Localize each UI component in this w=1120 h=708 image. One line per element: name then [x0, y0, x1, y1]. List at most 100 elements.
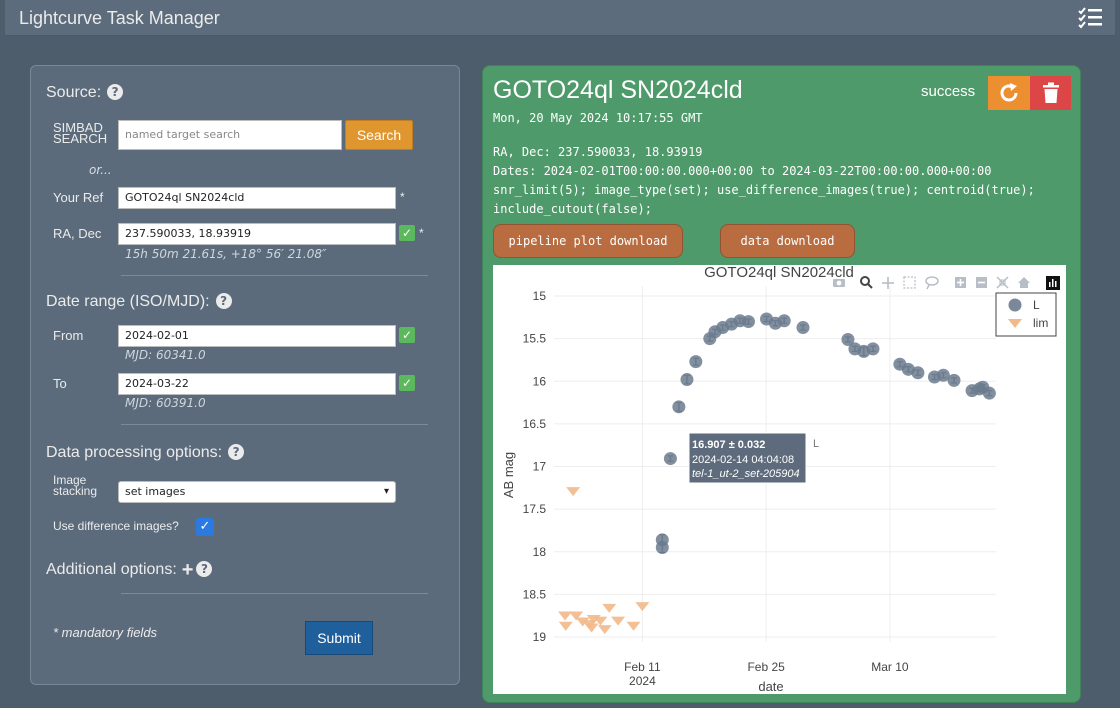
home-icon[interactable] — [1018, 277, 1030, 288]
l-point[interactable] — [911, 366, 925, 380]
valid-check-icon: ✓ — [399, 225, 415, 241]
source-title-text: Source: — [46, 84, 102, 101]
tooltip-date: 2024-02-14 04:04:08 — [692, 454, 794, 466]
plus-icon[interactable]: + — [181, 559, 194, 581]
your-ref-input[interactable]: GOTO24ql SN2024cld — [118, 187, 396, 209]
l-series — [655, 312, 996, 554]
box-select-icon[interactable] — [903, 276, 916, 289]
pan-icon[interactable] — [882, 277, 894, 289]
divider — [121, 424, 428, 425]
legend-marker-lim — [1008, 319, 1022, 328]
legend-item-l[interactable]: L — [1033, 298, 1040, 312]
image-stacking-value: set images — [125, 485, 186, 498]
task-date: Mon, 20 May 2024 10:17:55 GMT — [493, 111, 703, 125]
radec-input[interactable]: 237.590033, 18.93919 — [118, 223, 396, 245]
y-tick-label: 15 — [533, 289, 547, 303]
divider — [121, 275, 428, 276]
zoom-in-icon[interactable] — [955, 277, 966, 288]
additional-title-text: Additional options: — [46, 561, 177, 578]
date-range-title-text: Date range (ISO/MJD): — [46, 293, 210, 310]
source-section-title: Source:? — [46, 84, 124, 102]
x-axis-label: date — [758, 679, 783, 694]
help-icon[interactable]: ? — [196, 561, 213, 577]
delete-button[interactable] — [1030, 76, 1071, 110]
params-line: snr_limit(5); image_type(set); use_diffe… — [493, 183, 1035, 197]
lim-point[interactable] — [602, 603, 617, 613]
task-title: GOTO24ql SN2024cld — [493, 76, 743, 104]
lightcurve-plot[interactable]: 15 15.5 16 16.5 17 17.5 18 18.5 19 Feb 11 2024 Feb… — [493, 264, 1066, 694]
use-diff-label: Use difference images? — [53, 519, 179, 533]
image-stacking-select[interactable]: set images ▾ — [118, 481, 396, 503]
chevron-down-icon: ▾ — [383, 486, 389, 497]
lim-point[interactable] — [611, 616, 626, 626]
l-point[interactable] — [689, 355, 703, 369]
lim-point[interactable] — [569, 611, 584, 621]
or-text: or... — [89, 163, 112, 177]
help-icon[interactable]: ? — [215, 293, 232, 309]
from-date-input[interactable]: 2024-02-01 — [118, 325, 396, 347]
lasso-icon[interactable] — [925, 276, 939, 290]
lim-point[interactable] — [558, 611, 573, 621]
help-icon[interactable]: ? — [107, 84, 124, 100]
l-point[interactable] — [866, 342, 880, 356]
zoom-out-icon[interactable] — [976, 277, 987, 288]
mandatory-note: * mandatory fields — [53, 625, 158, 640]
l-point[interactable] — [655, 540, 669, 554]
l-point[interactable] — [982, 386, 996, 400]
y-tick-label: 18 — [533, 545, 547, 559]
additional-options-title: Additional options: +? — [46, 559, 213, 582]
y-tick-label: 17 — [533, 460, 547, 474]
lim-point[interactable] — [566, 487, 581, 497]
l-point[interactable] — [663, 452, 677, 466]
task-list-menu-icon[interactable] — [1077, 6, 1105, 30]
radec-label: RA, Dec — [53, 226, 102, 241]
lim-point[interactable] — [597, 625, 612, 635]
y-tick-label: 17.5 — [523, 502, 547, 516]
l-point[interactable] — [841, 332, 855, 346]
l-point[interactable] — [672, 400, 686, 414]
use-diff-checkbox[interactable]: ✓ — [196, 518, 214, 536]
pipeline-plot-download-button[interactable]: pipeline plot download — [493, 224, 683, 258]
to-date-input[interactable]: 2024-03-22 — [118, 373, 396, 395]
lim-point[interactable] — [626, 621, 641, 631]
required-mark: * — [419, 226, 424, 240]
l-point[interactable] — [936, 368, 950, 382]
lim-point[interactable] — [635, 602, 650, 612]
x-tick-label: 2024 — [629, 674, 656, 688]
y-tick-label: 19 — [533, 630, 547, 644]
navbar: Lightcurve Task Manager — [5, 0, 1115, 36]
legend-marker-l — [1008, 298, 1022, 312]
data-download-button[interactable]: data download — [720, 224, 855, 258]
lim-point[interactable] — [575, 617, 590, 627]
tooltip-series: L — [813, 438, 819, 450]
camera-icon[interactable] — [833, 279, 845, 287]
lim-point[interactable] — [558, 621, 573, 631]
hover-tooltip: 16.907 ± 0.032 2024-02-14 04:04:08 tel-1… — [688, 432, 819, 484]
autoscale-icon[interactable] — [996, 276, 1009, 289]
tooltip-image: tel-1_ut-2_set-205904 — [692, 468, 800, 480]
lim-point[interactable] — [593, 616, 608, 626]
legend-item-lim[interactable]: lim — [1033, 316, 1048, 330]
help-icon[interactable]: ? — [228, 444, 245, 460]
dates-line: Dates: 2024-02-01T00:00:00.000+00:00 to … — [493, 164, 992, 178]
plot-modebar — [833, 276, 1060, 290]
plotly-logo-icon[interactable] — [1046, 276, 1060, 290]
trash-icon — [1042, 82, 1059, 103]
status-badge: success — [921, 83, 976, 100]
simbad-search-input[interactable]: named target search — [118, 120, 342, 150]
zoom-icon[interactable] — [860, 276, 873, 289]
lim-point[interactable] — [584, 623, 599, 633]
l-point[interactable] — [680, 373, 694, 387]
l-point[interactable] — [741, 315, 755, 329]
refresh-button[interactable] — [988, 76, 1030, 110]
l-point[interactable] — [796, 321, 810, 335]
required-mark: * — [400, 190, 405, 204]
submit-button[interactable]: Submit — [305, 621, 373, 655]
l-point[interactable] — [777, 314, 791, 328]
l-point[interactable] — [947, 373, 961, 387]
to-label: To — [53, 376, 67, 391]
search-button[interactable]: Search — [345, 120, 413, 150]
params-line: include_cutout(false); — [493, 202, 652, 216]
